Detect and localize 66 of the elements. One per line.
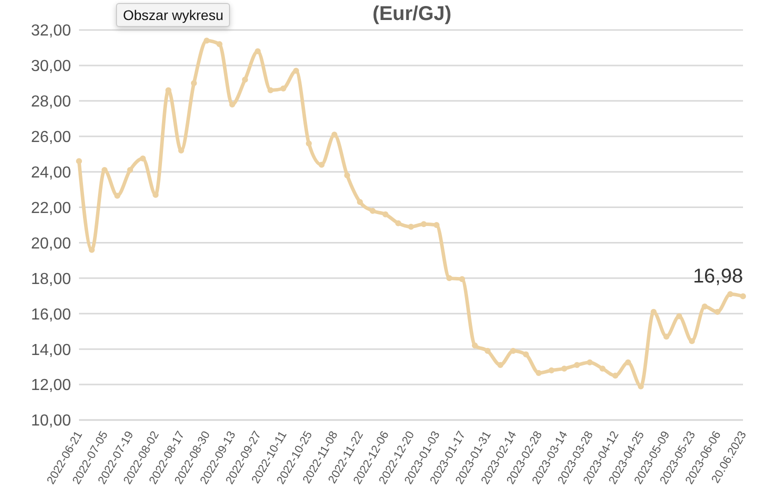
point (204, 38, 210, 44)
point (370, 208, 376, 214)
point (638, 383, 644, 390)
point (356, 198, 363, 205)
point (434, 222, 440, 228)
point (522, 351, 529, 358)
y-tick-label: 30,00 (30, 58, 72, 76)
point (344, 172, 350, 178)
point (268, 87, 274, 94)
point (331, 132, 338, 138)
point (216, 41, 222, 48)
point (548, 367, 554, 374)
point (600, 366, 606, 372)
chart-title: (Eur/GJ) (372, 3, 452, 25)
point (178, 148, 184, 154)
point (625, 359, 632, 366)
point (663, 334, 670, 340)
point (484, 348, 491, 354)
point (114, 192, 120, 199)
point (702, 304, 708, 310)
y-tick-label: 24,00 (30, 164, 72, 182)
point (395, 220, 402, 226)
point (574, 362, 580, 368)
point (318, 162, 325, 168)
point (76, 158, 82, 164)
point (586, 359, 593, 366)
point (561, 366, 568, 372)
point (127, 167, 134, 174)
y-tick-label: 10,00 (30, 412, 72, 430)
point (714, 308, 720, 315)
data-label: 16,98 (692, 265, 743, 288)
point (102, 167, 108, 174)
y-tick-label: 32,00 (30, 22, 72, 40)
point (536, 370, 542, 376)
point (446, 275, 452, 282)
point (382, 211, 388, 218)
point (688, 338, 695, 344)
point (740, 293, 746, 300)
point (510, 348, 516, 354)
point (229, 101, 236, 108)
y-tick-label: 20,00 (30, 235, 72, 252)
point (459, 276, 466, 282)
y-tick-label: 22,00 (30, 200, 72, 217)
y-tick-label: 26,00 (30, 129, 72, 146)
y-tick-label: 28,00 (30, 94, 72, 111)
point (254, 48, 261, 54)
point (676, 313, 682, 320)
y-tick-label: 16,00 (30, 306, 72, 324)
point (306, 140, 312, 146)
point (472, 342, 478, 349)
point (140, 156, 146, 162)
point (242, 76, 248, 83)
point (408, 224, 414, 230)
point (650, 308, 657, 315)
point (293, 68, 300, 74)
point (497, 362, 504, 368)
point (280, 86, 286, 92)
y-tick-label: 12,00 (30, 377, 72, 394)
point (727, 291, 734, 298)
point (420, 221, 427, 228)
point (612, 372, 618, 379)
point (190, 80, 197, 86)
y-tick-label: 14,00 (30, 342, 72, 359)
y-tick-label: 18,00 (30, 270, 72, 288)
text: Obszar wykresu (116, 3, 230, 27)
point (88, 246, 95, 253)
